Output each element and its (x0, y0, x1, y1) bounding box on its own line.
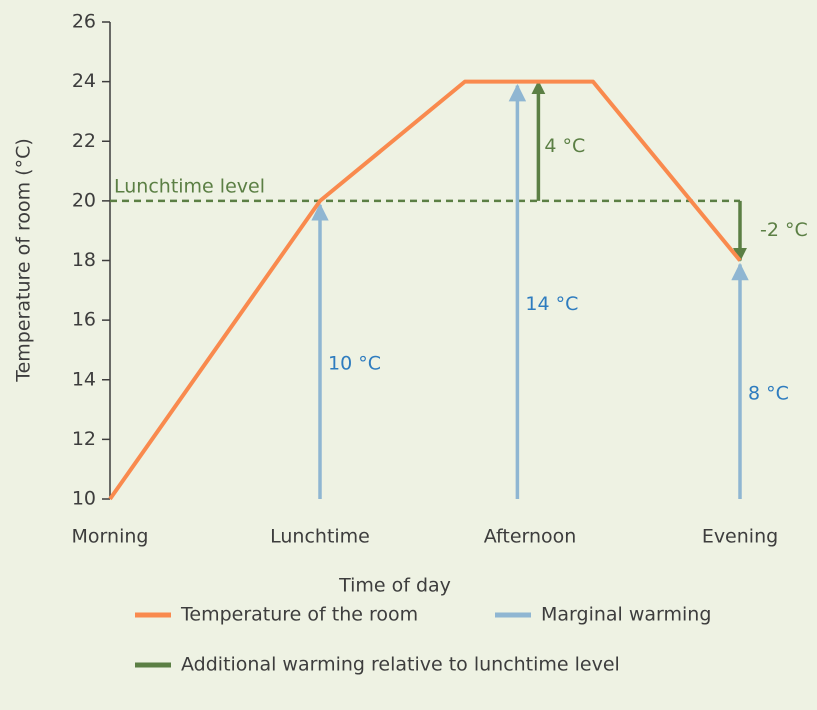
y-tick-label: 10 (72, 488, 96, 510)
additional-label: -2 °C (760, 219, 808, 241)
y-tick-label: 18 (72, 249, 96, 271)
x-tick-label: Evening (702, 526, 778, 548)
y-tick-label: 12 (72, 428, 96, 450)
legend-label: Additional warming relative to lunchtime… (181, 654, 620, 676)
temperature-line (108, 79, 742, 501)
additional-label: 4 °C (544, 135, 585, 157)
y-tick-label: 22 (72, 130, 96, 152)
y-tick-label: 16 (72, 309, 96, 331)
x-tick-label: Lunchtime (270, 526, 370, 548)
x-axis-label: Time of day (338, 575, 451, 597)
marginal-label: 8 °C (748, 382, 789, 404)
reference-label: Lunchtime level (114, 175, 265, 197)
y-tick-label: 14 (72, 368, 96, 390)
x-tick-label: Morning (72, 526, 149, 548)
y-tick-label: 20 (72, 189, 96, 211)
y-tick-label: 26 (72, 11, 96, 33)
y-tick-label: 24 (72, 70, 96, 92)
legend-label: Marginal warming (541, 604, 711, 626)
x-tick-label: Afternoon (484, 526, 577, 548)
marginal-label: 14 °C (525, 293, 578, 315)
marginal-label: 10 °C (328, 352, 381, 374)
y-axis-label: Temperature of room (°C) (13, 138, 35, 383)
legend-label: Temperature of the room (180, 604, 418, 626)
